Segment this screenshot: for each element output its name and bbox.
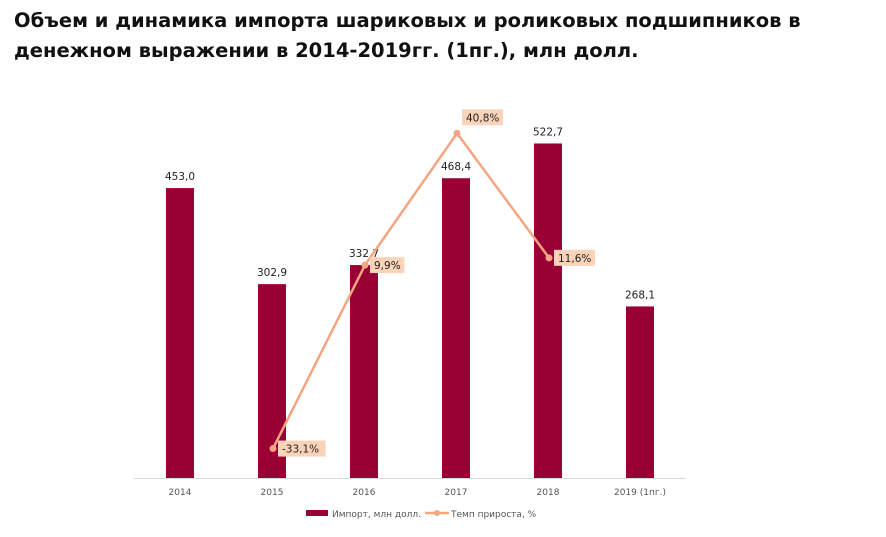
line-label-bg (278, 440, 326, 457)
bar-data-label: 468,4 (441, 161, 471, 173)
growth-rate-point (269, 445, 277, 453)
bar-2019 (1пг.) (626, 306, 654, 478)
x-tick-label: 2017 (445, 488, 468, 498)
x-tick-label: 2019 (1пг.) (614, 488, 666, 498)
x-tick-label: 2016 (353, 488, 376, 498)
line-data-label: 40,8% (466, 112, 499, 124)
bar-2017 (442, 178, 470, 478)
bar-2014 (166, 188, 194, 478)
bar-2018 (534, 143, 562, 479)
line-label-bg (462, 109, 503, 126)
growth-rate-point (361, 261, 369, 269)
legend-line-marker (434, 510, 440, 516)
line-label-bg (554, 249, 595, 266)
legend-bar-swatch (306, 510, 328, 516)
growth-rate-point (545, 254, 553, 262)
bar-data-label: 522,7 (533, 126, 563, 138)
growth-rate-line (271, 131, 551, 450)
line-data-label: 11,6% (558, 253, 591, 265)
line-label-bg (370, 257, 405, 274)
bar-2016 (350, 265, 378, 478)
chart-title: Объем и динамика импорта шариковых и рол… (14, 9, 801, 62)
growth-rate-point (453, 129, 461, 137)
x-tick-label: 2018 (537, 488, 560, 498)
x-tick-label: 2014 (169, 488, 192, 498)
bar-data-label: 268,1 (625, 289, 655, 301)
legend-bar-label: Импорт, млн долл. (332, 510, 421, 520)
line-data-label: -33,1% (282, 444, 319, 456)
bar-data-label: 302,9 (257, 267, 287, 279)
line-data-label: 9,9% (374, 260, 401, 272)
legend-line-label: Темп прироста, % (450, 510, 537, 520)
x-tick-label: 2015 (261, 488, 284, 498)
bar-data-label: 453,0 (165, 171, 195, 183)
